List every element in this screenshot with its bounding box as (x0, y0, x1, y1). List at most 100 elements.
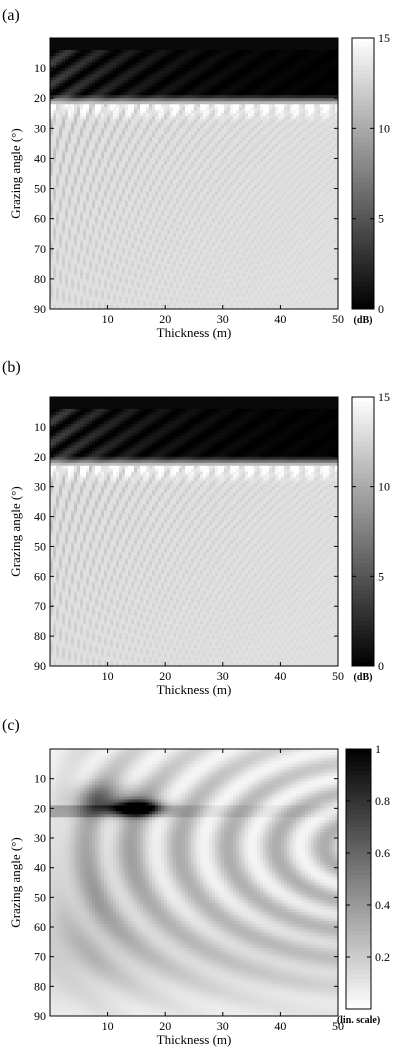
heatmap-cell (266, 74, 270, 78)
heatmap-cell (314, 50, 318, 54)
heatmap-cell (92, 71, 96, 75)
heatmap-cell (305, 47, 309, 51)
heatmap-cell (242, 134, 246, 138)
heatmap-cell (68, 59, 72, 63)
heatmap-cell (62, 161, 66, 165)
heatmap-cell (227, 56, 231, 60)
heatmap-cell (326, 158, 330, 162)
heatmap-cell (227, 107, 231, 111)
heatmap-cell (272, 191, 276, 195)
heatmap-cell (122, 140, 126, 144)
heatmap-cell (149, 77, 153, 81)
heatmap-cell (113, 134, 117, 138)
heatmap-cell (62, 131, 66, 135)
heatmap-cell (158, 74, 162, 78)
heatmap-cell (104, 137, 108, 141)
heatmap-cell (260, 149, 264, 153)
heatmap-cell (152, 161, 156, 165)
heatmap-cell (335, 185, 339, 189)
heatmap-cell (116, 155, 120, 159)
heatmap (50, 38, 339, 310)
heatmap-cell (59, 74, 63, 78)
heatmap-cell (194, 77, 198, 81)
heatmap-cell (200, 158, 204, 162)
heatmap-cell (302, 128, 306, 132)
heatmap-cell (311, 98, 315, 102)
heatmap-cell (332, 191, 336, 195)
heatmap-cell (203, 113, 207, 117)
heatmap-cell (293, 41, 297, 45)
heatmap-cell (89, 149, 93, 153)
heatmap-cell (59, 143, 63, 147)
heatmap-cell (221, 191, 225, 195)
heatmap-cell (80, 164, 84, 168)
heatmap-cell (143, 140, 147, 144)
heatmap-cell (215, 68, 219, 72)
heatmap-cell (314, 110, 318, 114)
heatmap-cell (125, 65, 129, 69)
heatmap-cell (80, 182, 84, 186)
heatmap-cell (167, 92, 171, 96)
heatmap-cell (113, 131, 117, 135)
heatmap-cell (65, 113, 69, 117)
heatmap-cell (74, 92, 78, 96)
heatmap-cell (86, 98, 90, 102)
heatmap-cell (308, 59, 312, 63)
heatmap-cell (311, 101, 315, 105)
heatmap-cell (305, 83, 309, 87)
heatmap-cell (287, 62, 291, 66)
heatmap-cell (296, 185, 300, 189)
heatmap-cell (272, 68, 276, 72)
heatmap-cell (158, 38, 162, 42)
heatmap-cell (80, 158, 84, 162)
heatmap-cell (110, 80, 114, 84)
heatmap-cell (173, 122, 177, 126)
heatmap-cell (263, 122, 267, 126)
heatmap-cell (227, 50, 231, 54)
heatmap-cell (53, 191, 57, 195)
heatmap-cell (80, 125, 84, 129)
heatmap-cell (215, 191, 219, 195)
heatmap-cell (158, 86, 162, 90)
heatmap-cell (188, 149, 192, 153)
heatmap-cell (113, 110, 117, 114)
heatmap-cell (176, 152, 180, 156)
heatmap-cell (107, 98, 111, 102)
heatmap-cell (191, 110, 195, 114)
heatmap-cell (128, 104, 132, 108)
heatmap-cell (191, 173, 195, 177)
heatmap-cell (290, 188, 294, 192)
heatmap-cell (83, 149, 87, 153)
heatmap-cell (329, 65, 333, 69)
heatmap-cell (77, 182, 81, 186)
heatmap-cell (173, 119, 177, 123)
heatmap-cell (167, 41, 171, 45)
heatmap-cell (305, 53, 309, 57)
heatmap-cell (59, 134, 63, 138)
heatmap-cell (68, 65, 72, 69)
heatmap-cell (266, 155, 270, 159)
heatmap-cell (320, 110, 324, 114)
heatmap-cell (68, 98, 72, 102)
heatmap-cell (101, 101, 105, 105)
heatmap-cell (179, 173, 183, 177)
heatmap-cell (275, 164, 279, 168)
heatmap-cell (203, 149, 207, 153)
heatmap-cell (152, 119, 156, 123)
heatmap-cell (218, 173, 222, 177)
heatmap-cell (92, 131, 96, 135)
heatmap-cell (128, 74, 132, 78)
heatmap-cell (173, 182, 177, 186)
heatmap-cell (92, 56, 96, 60)
heatmap-cell (302, 167, 306, 171)
heatmap-cell (158, 56, 162, 60)
heatmap-cell (146, 152, 150, 156)
heatmap-cell (179, 98, 183, 102)
heatmap-cell (56, 110, 60, 114)
heatmap-cell (323, 44, 327, 48)
heatmap-cell (101, 50, 105, 54)
heatmap-cell (269, 116, 273, 120)
heatmap-cell (131, 164, 135, 168)
heatmap-cell (230, 107, 234, 111)
heatmap-cell (320, 56, 324, 60)
